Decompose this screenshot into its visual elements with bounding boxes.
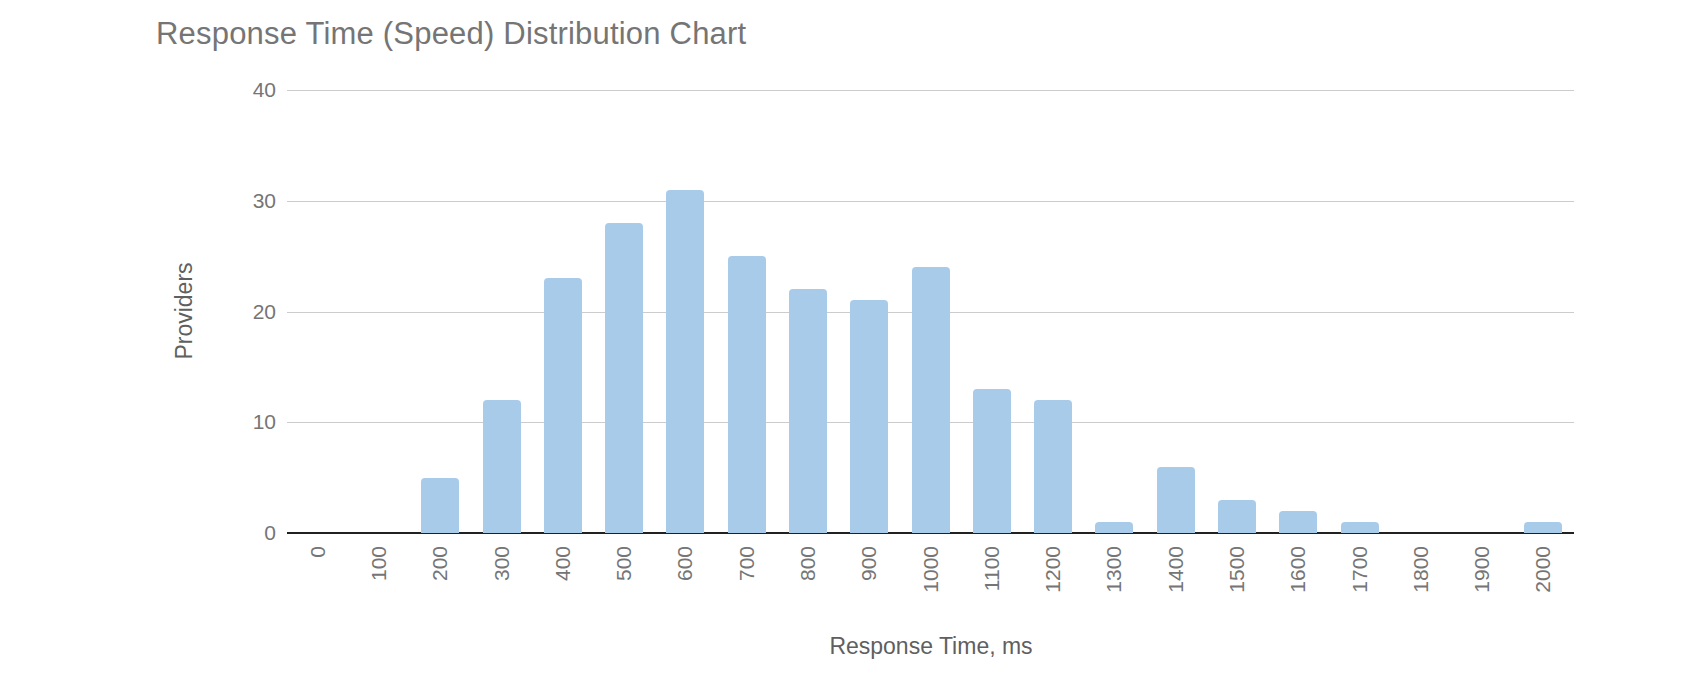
bar-1500[interactable]: [1218, 500, 1256, 533]
x-tick-label-100: 100: [368, 546, 390, 581]
x-tick-label-1700: 1700: [1349, 546, 1371, 593]
chart-container: Response Time (Speed) Distribution Chart…: [0, 0, 1688, 675]
bar-1100[interactable]: [973, 389, 1011, 533]
y-tick-label-30: 30: [206, 190, 276, 212]
x-axis-title: Response Time, ms: [829, 633, 1032, 660]
bar-700[interactable]: [728, 256, 766, 533]
bar-400[interactable]: [544, 278, 582, 533]
bar-2000[interactable]: [1524, 522, 1562, 533]
y-axis-title: Providers: [171, 262, 198, 359]
x-tick-label-1100: 1100: [981, 546, 1003, 591]
x-tick-label-0: 0: [307, 546, 329, 558]
x-tick-label-600: 600: [674, 546, 696, 581]
x-tick-label-200: 200: [429, 546, 451, 581]
bar-1000[interactable]: [912, 267, 950, 533]
gridline-y40: [287, 90, 1574, 91]
x-tick-label-1200: 1200: [1042, 546, 1064, 593]
x-tick-label-900: 900: [858, 546, 880, 581]
chart-title: Response Time (Speed) Distribution Chart: [156, 16, 746, 52]
bar-600[interactable]: [666, 190, 704, 533]
bar-300[interactable]: [483, 400, 521, 533]
bar-1600[interactable]: [1279, 511, 1317, 533]
y-tick-label-10: 10: [206, 411, 276, 433]
y-tick-label-40: 40: [206, 79, 276, 101]
gridline-y30: [287, 201, 1574, 202]
x-tick-label-1900: 1900: [1471, 546, 1493, 593]
x-tick-label-1300: 1300: [1103, 546, 1125, 593]
x-tick-label-1500: 1500: [1226, 546, 1248, 593]
bar-1200[interactable]: [1034, 400, 1072, 533]
bar-500[interactable]: [605, 223, 643, 533]
y-tick-label-0: 0: [206, 522, 276, 544]
bar-1300[interactable]: [1095, 522, 1133, 533]
bar-1700[interactable]: [1341, 522, 1379, 533]
x-tick-label-700: 700: [736, 546, 758, 581]
x-tick-label-1000: 1000: [920, 546, 942, 593]
x-tick-label-1600: 1600: [1287, 546, 1309, 593]
x-tick-label-300: 300: [491, 546, 513, 581]
x-tick-label-800: 800: [797, 546, 819, 581]
x-tick-label-500: 500: [613, 546, 635, 581]
bar-900[interactable]: [850, 300, 888, 533]
bar-1400[interactable]: [1157, 467, 1195, 533]
bar-800[interactable]: [789, 289, 827, 533]
x-tick-label-2000: 2000: [1532, 546, 1554, 593]
x-tick-label-1800: 1800: [1410, 546, 1432, 593]
x-tick-label-400: 400: [552, 546, 574, 581]
x-tick-label-1400: 1400: [1165, 546, 1187, 593]
bar-200[interactable]: [421, 478, 459, 533]
y-tick-label-20: 20: [206, 301, 276, 323]
